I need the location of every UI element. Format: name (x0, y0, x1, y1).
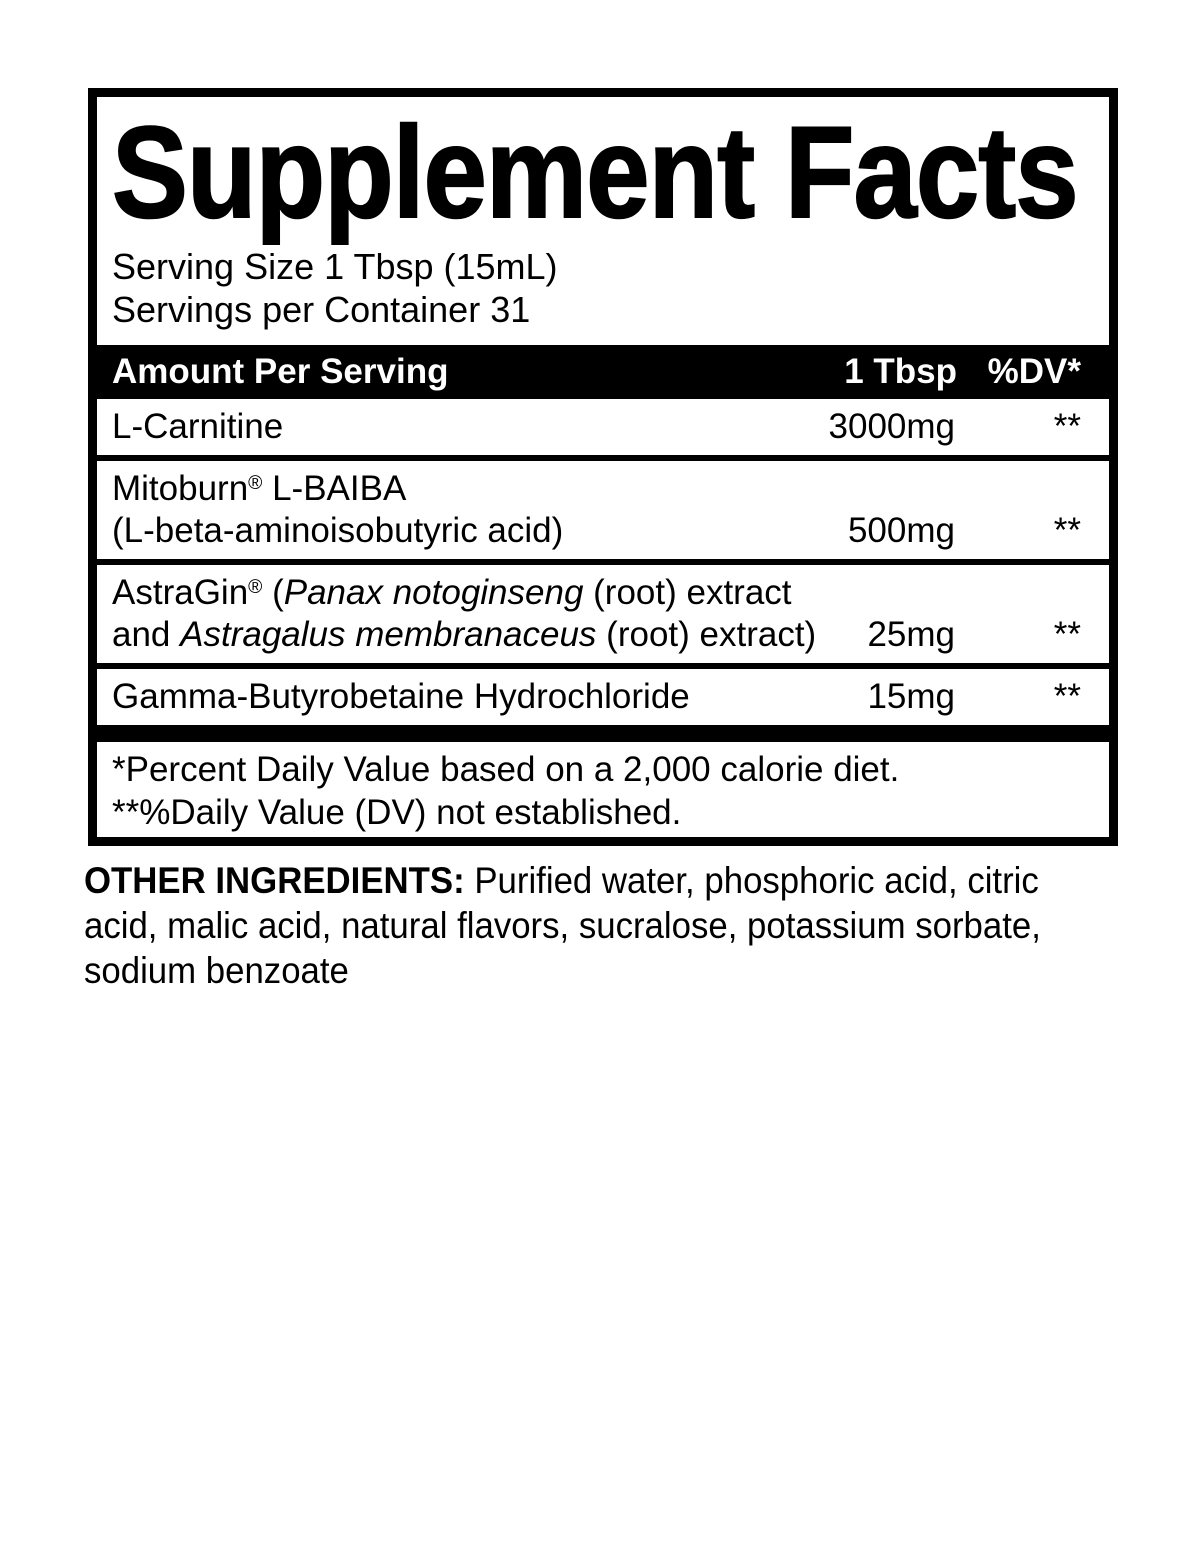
ingredient-name: AstraGin® (Panax notoginseng (root) extr… (112, 573, 817, 654)
servings-per-container-text: Servings per Container 31 (112, 289, 531, 330)
ingredient-dv: ** (1053, 615, 1081, 654)
header-serving-column: 1 Tbsp (844, 352, 957, 391)
ingredient-name: L-Carnitine (112, 407, 284, 446)
header-dv-column: %DV* (987, 352, 1081, 391)
ingredient-amount: 3000mg (828, 407, 955, 446)
footnote-daily-value: *Percent Daily Value based on a 2,000 ca… (112, 750, 900, 789)
registered-trademark-symbol: ® (248, 577, 263, 599)
ingredient-row: Gamma-Butyrobetaine Hydrochloride 15mg ** (97, 663, 1109, 725)
ingredient-dv: ** (1053, 511, 1081, 550)
supplement-facts-panel: Supplement Facts Serving Size 1 Tbsp (15… (88, 88, 1118, 846)
table-header-bar: Amount Per Serving 1 Tbsp %DV* (97, 345, 1109, 399)
ingredient-amount: 25mg (867, 615, 955, 654)
serving-info: Serving Size 1 Tbsp (15mL) Servings per … (112, 245, 1109, 331)
supplement-facts-title: Supplement Facts (111, 99, 1079, 245)
header-amount-per-serving: Amount Per Serving (112, 352, 449, 391)
ingredient-row: L-Carnitine 3000mg ** (97, 399, 1109, 455)
other-ingredients-text: Purified water, phosphoric acid, citric … (84, 860, 1041, 991)
ingredient-row: Mitoburn® L-BAIBA (L-beta-aminoisobutyric… (97, 455, 1109, 559)
footnote-dv-not-established: **%Daily Value (DV) not established. (112, 793, 682, 832)
ingredient-row: AstraGin® (Panax notoginseng (root) extr… (97, 559, 1109, 663)
other-ingredients-label: OTHER INGREDIENTS: (84, 860, 465, 901)
ingredient-amount: 500mg (847, 511, 955, 550)
registered-trademark-symbol: ® (248, 473, 263, 495)
ingredient-rows: L-Carnitine 3000mg ** Mitoburn® L-BAIBA (L-b… (97, 399, 1109, 725)
ingredient-name: Mitoburn® L-BAIBA (L-beta-aminoisobutyric… (112, 469, 564, 550)
footnotes: *Percent Daily Value based on a 2,000 ca… (97, 742, 1109, 837)
ingredient-dv: ** (1053, 407, 1081, 446)
ingredient-name: Gamma-Butyrobetaine Hydrochloride (112, 677, 690, 716)
ingredient-amount: 15mg (867, 677, 955, 716)
ingredient-dv: ** (1053, 677, 1081, 716)
other-ingredients-section: OTHER INGREDIENTS: Purified water, phosp… (84, 858, 1118, 993)
serving-size-text: Serving Size 1 Tbsp (15mL) (112, 246, 558, 287)
footnote-separator-bar (97, 725, 1109, 742)
